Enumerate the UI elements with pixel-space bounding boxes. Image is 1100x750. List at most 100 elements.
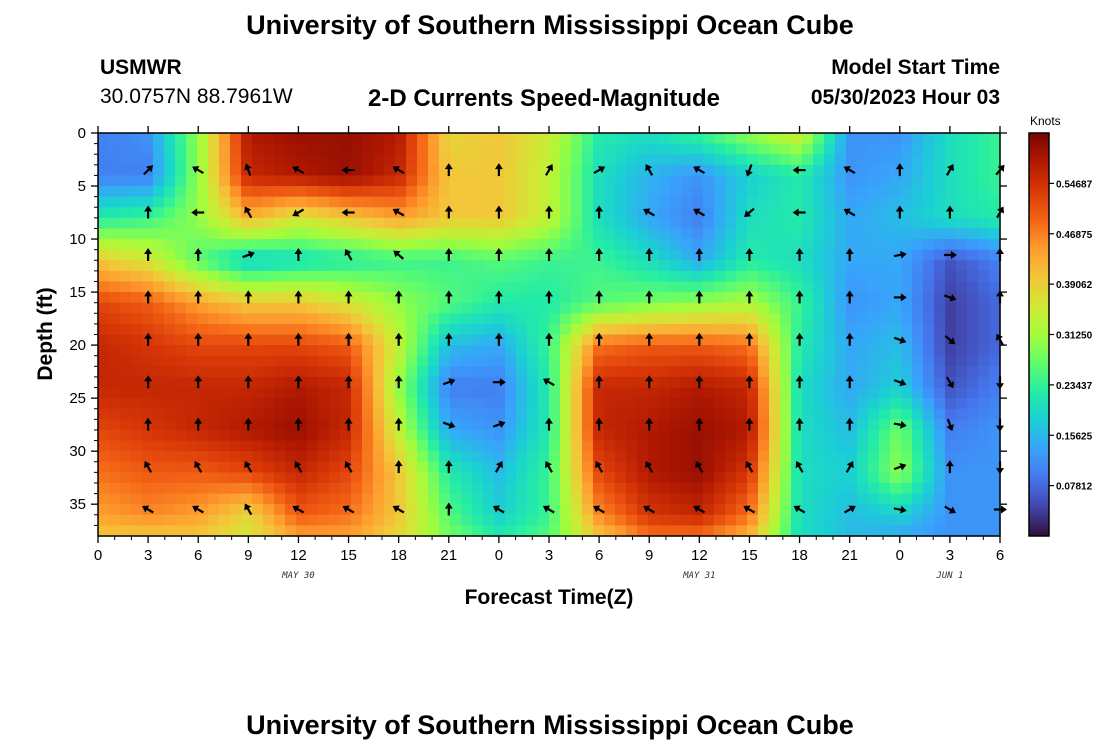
heatmap-cell	[989, 525, 1001, 537]
heatmap-cell	[714, 249, 726, 261]
heatmap-cell	[692, 186, 704, 198]
heatmap-cell	[857, 313, 869, 325]
heatmap-cell	[538, 472, 550, 484]
heatmap-cell	[208, 482, 220, 495]
heatmap-cell	[989, 164, 1001, 177]
heatmap-cell	[351, 451, 363, 463]
heatmap-cell	[901, 302, 913, 314]
heatmap-cell	[230, 493, 242, 505]
heatmap-cell	[901, 355, 913, 367]
heatmap-cell	[813, 292, 825, 304]
heatmap-cell	[263, 482, 275, 495]
heatmap-cell	[780, 472, 792, 484]
heatmap-cell	[604, 429, 616, 442]
heatmap-cell	[780, 260, 792, 272]
heatmap-cell	[164, 154, 176, 166]
heatmap-cell	[967, 408, 979, 420]
heatmap-cell	[538, 398, 550, 410]
heatmap-cell	[307, 164, 319, 177]
heatmap-cell	[857, 482, 869, 495]
heatmap-cell	[98, 270, 110, 283]
heatmap-cell	[560, 281, 572, 293]
heatmap-cell	[835, 429, 847, 442]
heatmap-cell	[989, 482, 1001, 495]
date-label: MAY 30	[281, 571, 315, 581]
heatmap-cell	[769, 217, 781, 230]
heatmap-cell	[406, 186, 418, 198]
heatmap-cell	[472, 164, 484, 177]
heatmap-cell	[351, 292, 363, 304]
heatmap-cell	[791, 186, 803, 198]
heatmap-cell	[219, 387, 231, 399]
heatmap-cell	[120, 228, 132, 240]
heatmap-cell	[296, 196, 308, 208]
current-vector	[695, 375, 704, 389]
heatmap-cell	[912, 175, 924, 187]
heatmap-cell	[120, 482, 132, 495]
heatmap-cell	[637, 345, 649, 357]
heatmap-cell	[450, 292, 462, 304]
heatmap-cell	[615, 525, 627, 537]
heatmap-cell	[824, 143, 836, 155]
heatmap-cell	[670, 292, 682, 304]
heatmap-cell	[978, 355, 990, 367]
heatmap-cell	[956, 175, 968, 187]
heatmap-cell	[879, 514, 891, 526]
heatmap-cell	[406, 440, 418, 452]
heatmap-cell	[835, 504, 847, 516]
heatmap-cell	[252, 249, 264, 261]
heatmap-cell	[846, 133, 858, 145]
heatmap-cell	[923, 292, 935, 304]
heatmap-cell	[626, 429, 638, 442]
heatmap-cell	[747, 260, 759, 272]
heatmap-cell	[450, 281, 462, 293]
heatmap-cell	[384, 239, 396, 251]
heatmap-cell	[197, 355, 209, 367]
heatmap-cell	[219, 196, 231, 208]
heatmap-cell	[615, 260, 627, 272]
heatmap-cell	[98, 345, 110, 357]
heatmap-cell	[824, 239, 836, 251]
heatmap-cell	[692, 461, 704, 473]
current-vector	[444, 502, 453, 516]
heatmap-cell	[780, 228, 792, 240]
heatmap-cell	[307, 345, 319, 357]
heatmap-cell	[527, 228, 539, 240]
heatmap-cell	[285, 472, 297, 484]
heatmap-cell	[98, 482, 110, 495]
heatmap-cell	[450, 270, 462, 283]
heatmap-cell	[296, 260, 308, 272]
heatmap-cell	[560, 451, 572, 463]
heatmap-cell	[208, 323, 220, 336]
heatmap-cell	[362, 154, 374, 166]
heatmap-cell	[395, 345, 407, 357]
heatmap-cell	[868, 334, 880, 346]
x-tick-label: 0	[94, 547, 102, 564]
heatmap-cell	[593, 472, 605, 484]
heatmap-cell	[989, 334, 1001, 346]
heatmap-cell	[802, 313, 814, 325]
heatmap-cell	[758, 228, 770, 240]
heatmap-cell	[780, 302, 792, 314]
heatmap-cell	[604, 228, 616, 240]
x-tick-label: 21	[440, 547, 457, 564]
heatmap-cell	[648, 419, 660, 431]
heatmap-cell	[571, 398, 583, 410]
current-vector	[244, 417, 253, 431]
heatmap-cell	[296, 154, 308, 166]
heatmap-cell	[120, 133, 132, 145]
heatmap-cell	[549, 292, 561, 304]
current-vector	[194, 461, 203, 473]
heatmap-cell	[824, 482, 836, 495]
heatmap-cell	[857, 323, 869, 336]
current-vector	[492, 505, 505, 514]
heatmap-cell	[736, 323, 748, 336]
heatmap-cell	[659, 217, 671, 230]
heatmap-cell	[318, 429, 330, 442]
heatmap-cell	[274, 260, 286, 272]
heatmap-cell	[131, 207, 143, 219]
heatmap-cell	[428, 239, 440, 251]
heatmap-cell	[98, 419, 110, 431]
heatmap-cell	[769, 429, 781, 442]
heatmap-cell	[450, 228, 462, 240]
